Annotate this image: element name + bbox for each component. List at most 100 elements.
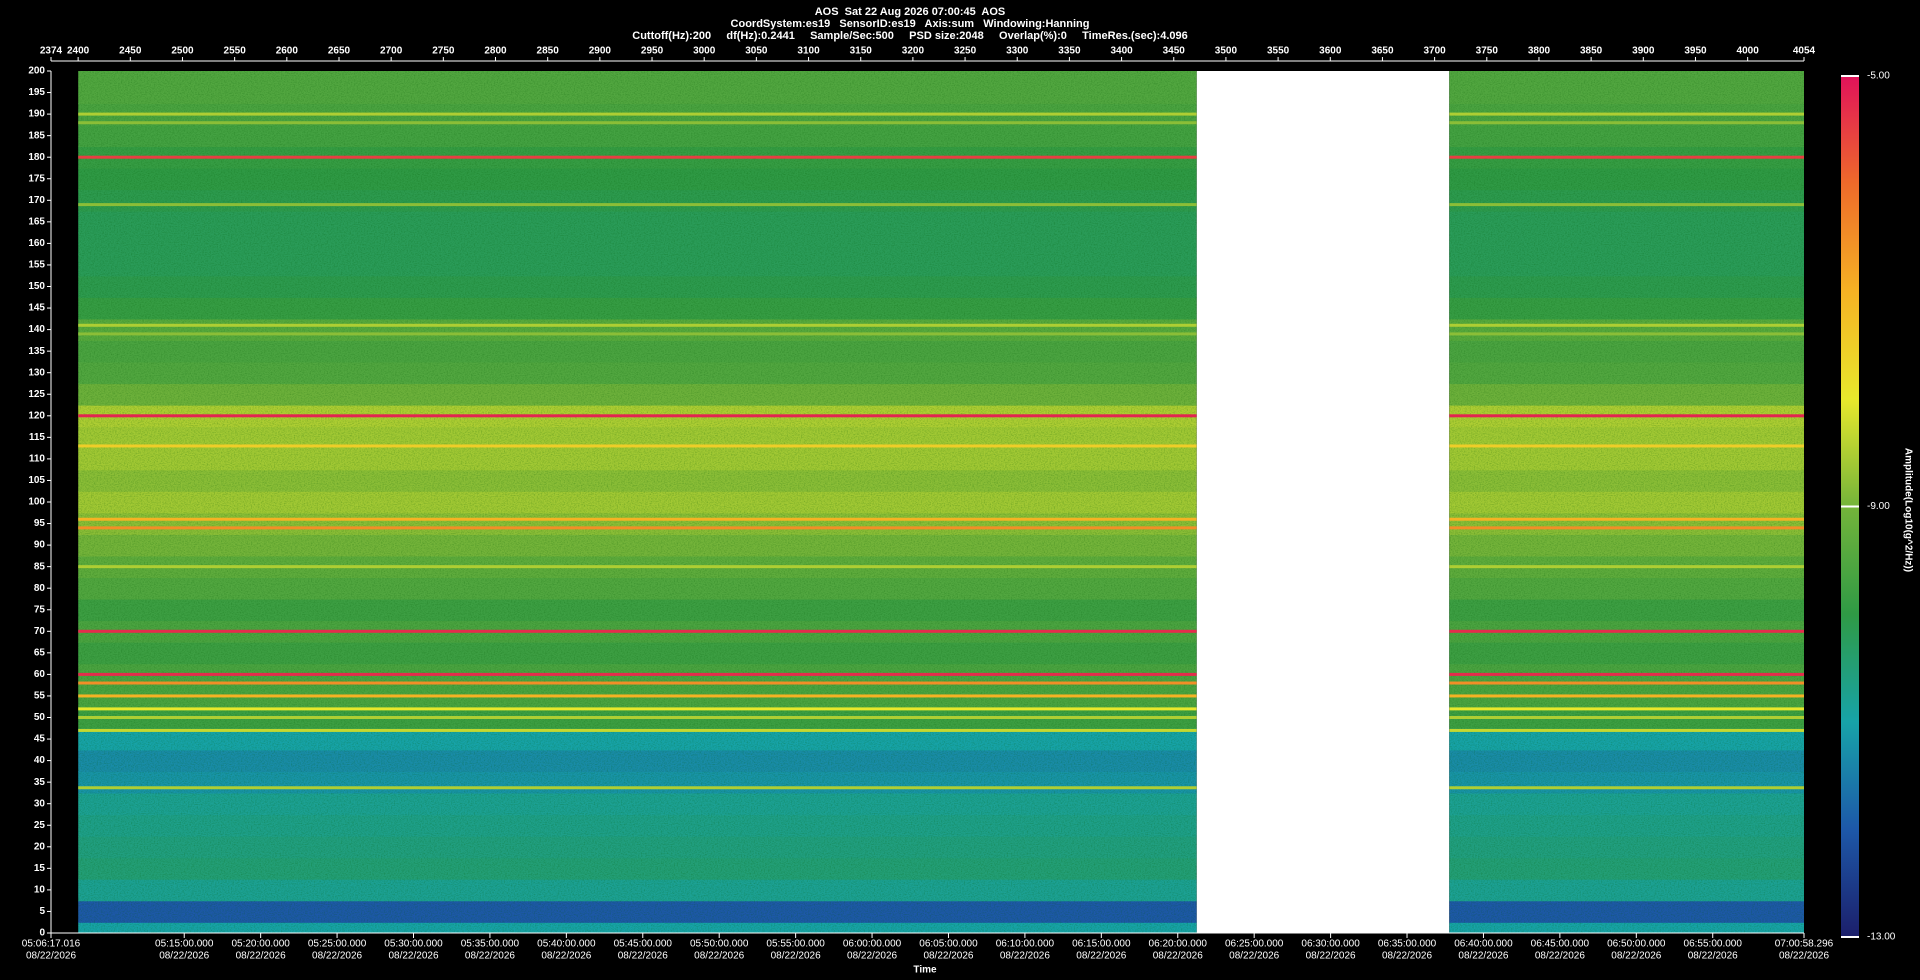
y-tick-label: 190 [28,109,45,120]
time-tick-date: 08/22/2026 [159,951,209,962]
y-tick-label: 150 [28,281,45,292]
x-tick-label: 3600 [1319,46,1342,57]
x-tick-label: 3550 [1267,46,1290,57]
y-tick-label: 35 [34,777,46,788]
y-tick-label: 175 [28,173,45,184]
time-tick-label: 05:55:00.000 [766,939,825,950]
frequency-line [1449,728,1804,732]
frequency-line [78,786,1197,790]
x-tick-label: 2750 [432,46,455,57]
x-tick-label: 3850 [1580,46,1603,57]
y-tick-label: 20 [34,841,46,852]
x-tick-label: 3150 [850,46,873,57]
frequency-line [78,155,1197,159]
frequency-line [1449,517,1804,521]
y-tick-label: 185 [28,130,45,141]
chart-subtitle: CoordSystem:es19 SensorID:es19 Axis:sum … [731,18,1090,30]
x-tick-label: 3500 [1215,46,1238,57]
frequency-line [78,112,1197,116]
y-tick-label: 90 [34,540,46,551]
y-tick-label: 195 [28,87,45,98]
y-tick-label: 180 [28,152,45,163]
x-tick-label: 2600 [276,46,299,57]
y-tick-label: 125 [28,389,45,400]
frequency-line [78,517,1197,521]
x-tick-label: 3950 [1684,46,1707,57]
y-tick-label: 135 [28,346,45,357]
time-tick-label: 05:45:00.000 [614,939,673,950]
x-tick-label: 2374 [40,46,63,57]
time-tick-label: 05:06:17.016 [22,939,81,950]
time-tick-label: 06:25:00.000 [1225,939,1284,950]
time-tick-label: 06:30:00.000 [1301,939,1360,950]
time-tick-label: 06:55:00.000 [1684,939,1743,950]
y-tick-label: 40 [34,755,46,766]
time-tick-label: 06:50:00.000 [1607,939,1666,950]
time-tick-label: 05:35:00.000 [461,939,520,950]
time-tick-date: 08/22/2026 [694,951,744,962]
x-tick-label: 3200 [902,46,925,57]
x-tick-label: 3350 [1058,46,1081,57]
colorbar-tick-label: -13.00 [1867,932,1896,943]
frequency-line [78,444,1197,448]
time-tick-date: 08/22/2026 [618,951,668,962]
x-tick-label: 2800 [484,46,507,57]
y-tick-label: 70 [34,626,46,637]
time-tick-label: 05:50:00.000 [690,939,749,950]
frequency-line [78,565,1197,569]
time-tick-label: 05:25:00.000 [308,939,367,950]
x-tick-label: 2650 [328,46,351,57]
colorbar-tick-label: -5.00 [1867,71,1890,82]
y-tick-label: 95 [34,518,46,529]
time-tick-date: 08/22/2026 [1779,951,1829,962]
y-tick-label: 55 [34,691,46,702]
x-axis-label: Time [913,965,937,976]
frequency-line [78,121,1197,125]
time-tick-date: 08/22/2026 [923,951,973,962]
y-tick-label: 200 [28,66,45,77]
frequency-line [1449,707,1804,711]
y-tick-label: 10 [34,885,46,896]
y-tick-label: 105 [28,475,45,486]
x-tick-label: 3400 [1110,46,1133,57]
x-tick-label: 3750 [1476,46,1499,57]
time-tick-label: 06:10:00.000 [996,939,1055,950]
time-tick-date: 08/22/2026 [26,951,76,962]
frequency-line [1449,629,1804,633]
time-tick-label: 06:40:00.000 [1454,939,1513,950]
frequency-line [78,203,1197,207]
y-tick-label: 0 [39,928,45,939]
time-tick-date: 08/22/2026 [1306,951,1356,962]
time-tick-date: 08/22/2026 [1688,951,1738,962]
frequency-line [78,672,1197,676]
time-tick-label: 06:35:00.000 [1378,939,1437,950]
data-gap [1196,71,1450,933]
spectrogram-image [78,71,1804,933]
time-tick-label: 05:15:00.000 [155,939,214,950]
time-tick-date: 08/22/2026 [1611,951,1661,962]
y-tick-label: 155 [28,260,45,271]
x-tick-label: 3650 [1371,46,1394,57]
y-tick-label: 170 [28,195,45,206]
frequency-line [78,694,1197,698]
x-tick-label: 3300 [1006,46,1029,57]
time-tick-date: 08/22/2026 [465,951,515,962]
time-tick-label: 06:00:00.000 [843,939,902,950]
time-tick-label: 06:20:00.000 [1149,939,1208,950]
frequency-line [1449,332,1804,336]
frequency-line [1449,526,1804,530]
frequency-line [78,716,1197,719]
y-tick-label: 5 [39,906,45,917]
frequency-line [1449,716,1804,719]
chart-title: AOS Sat 22 Aug 2026 07:00:45 AOS [815,6,1006,18]
y-tick-label: 80 [34,583,46,594]
frequency-line [1449,203,1804,207]
frequency-line [1449,444,1804,448]
frequency-line [1449,414,1804,418]
time-tick-date: 08/22/2026 [847,951,897,962]
time-tick-label: 06:05:00.000 [919,939,978,950]
x-tick-label: 3700 [1423,46,1446,57]
x-tick-label: 3000 [693,46,716,57]
noise-texture [78,71,1804,933]
